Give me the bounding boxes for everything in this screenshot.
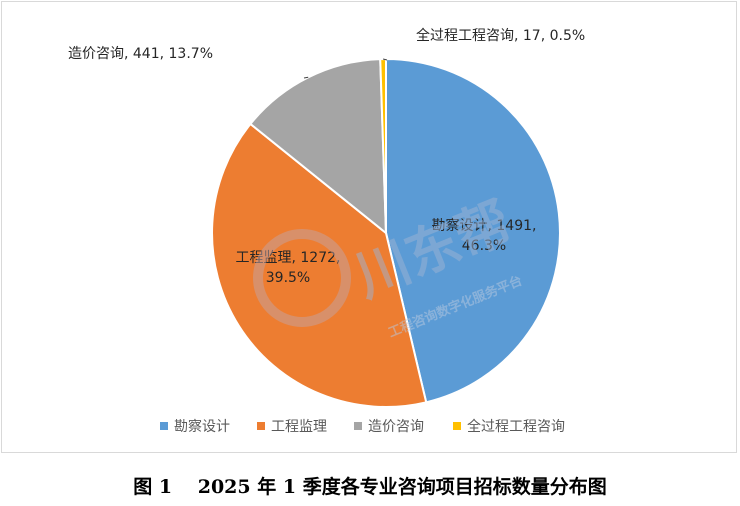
legend-label: 全过程工程咨询 <box>467 418 565 435</box>
legend-item-cost-consulting: 造价咨询 <box>354 419 424 435</box>
data-labels: 勘察设计, 1491, 46.3%工程监理, 1272, 39.5%造价咨询, 44… <box>68 27 585 286</box>
legend-swatch <box>453 422 461 430</box>
chart-area: 勘察设计, 1491, 46.3% 工程监理, 1272, 39.5% 造价咨询, 44… <box>1 1 737 453</box>
watermark-ring <box>253 229 351 327</box>
pie-slices <box>211 57 561 408</box>
legend-label: 勘察设计 <box>174 418 230 435</box>
pie-chart: 勘察设计, 1491, 46.3%工程监理, 1272, 39.5%造价咨询, 44… <box>68 27 585 435</box>
leader-lines <box>303 58 388 79</box>
legend-item-engineering-supervision: 工程监理 <box>257 419 327 435</box>
figure-caption: 图 1 2025 年 1 季度各专业咨询项目招标数量分布图 <box>133 476 607 498</box>
legend-swatch <box>354 422 362 430</box>
leader-line-cost-consulting <box>303 76 309 79</box>
legend-label: 工程监理 <box>271 419 327 435</box>
legend-swatch <box>160 422 168 430</box>
legend: 勘察设计 工程监理 造价咨询 全过程工程咨询 <box>160 418 565 435</box>
data-label-survey-design: 勘察设计, 1491, 46.3% <box>432 217 537 254</box>
legend-item-whole-process-consulting: 全过程工程咨询 <box>453 418 565 435</box>
data-label-whole-process-consulting: 全过程工程咨询, 17, 0.5% <box>416 27 585 44</box>
legend-swatch <box>257 422 265 430</box>
legend-item-survey-design: 勘察设计 <box>160 418 230 435</box>
leader-line-whole-process-consulting <box>382 58 388 61</box>
pie-slice-cost-consulting <box>249 58 388 236</box>
data-label-cost-consulting: 造价咨询, 441, 13.7% <box>68 46 213 62</box>
legend-label: 造价咨询 <box>368 419 424 435</box>
pie-slice-survey-design <box>385 57 561 404</box>
pie-slice-engineering-supervision <box>211 122 428 408</box>
